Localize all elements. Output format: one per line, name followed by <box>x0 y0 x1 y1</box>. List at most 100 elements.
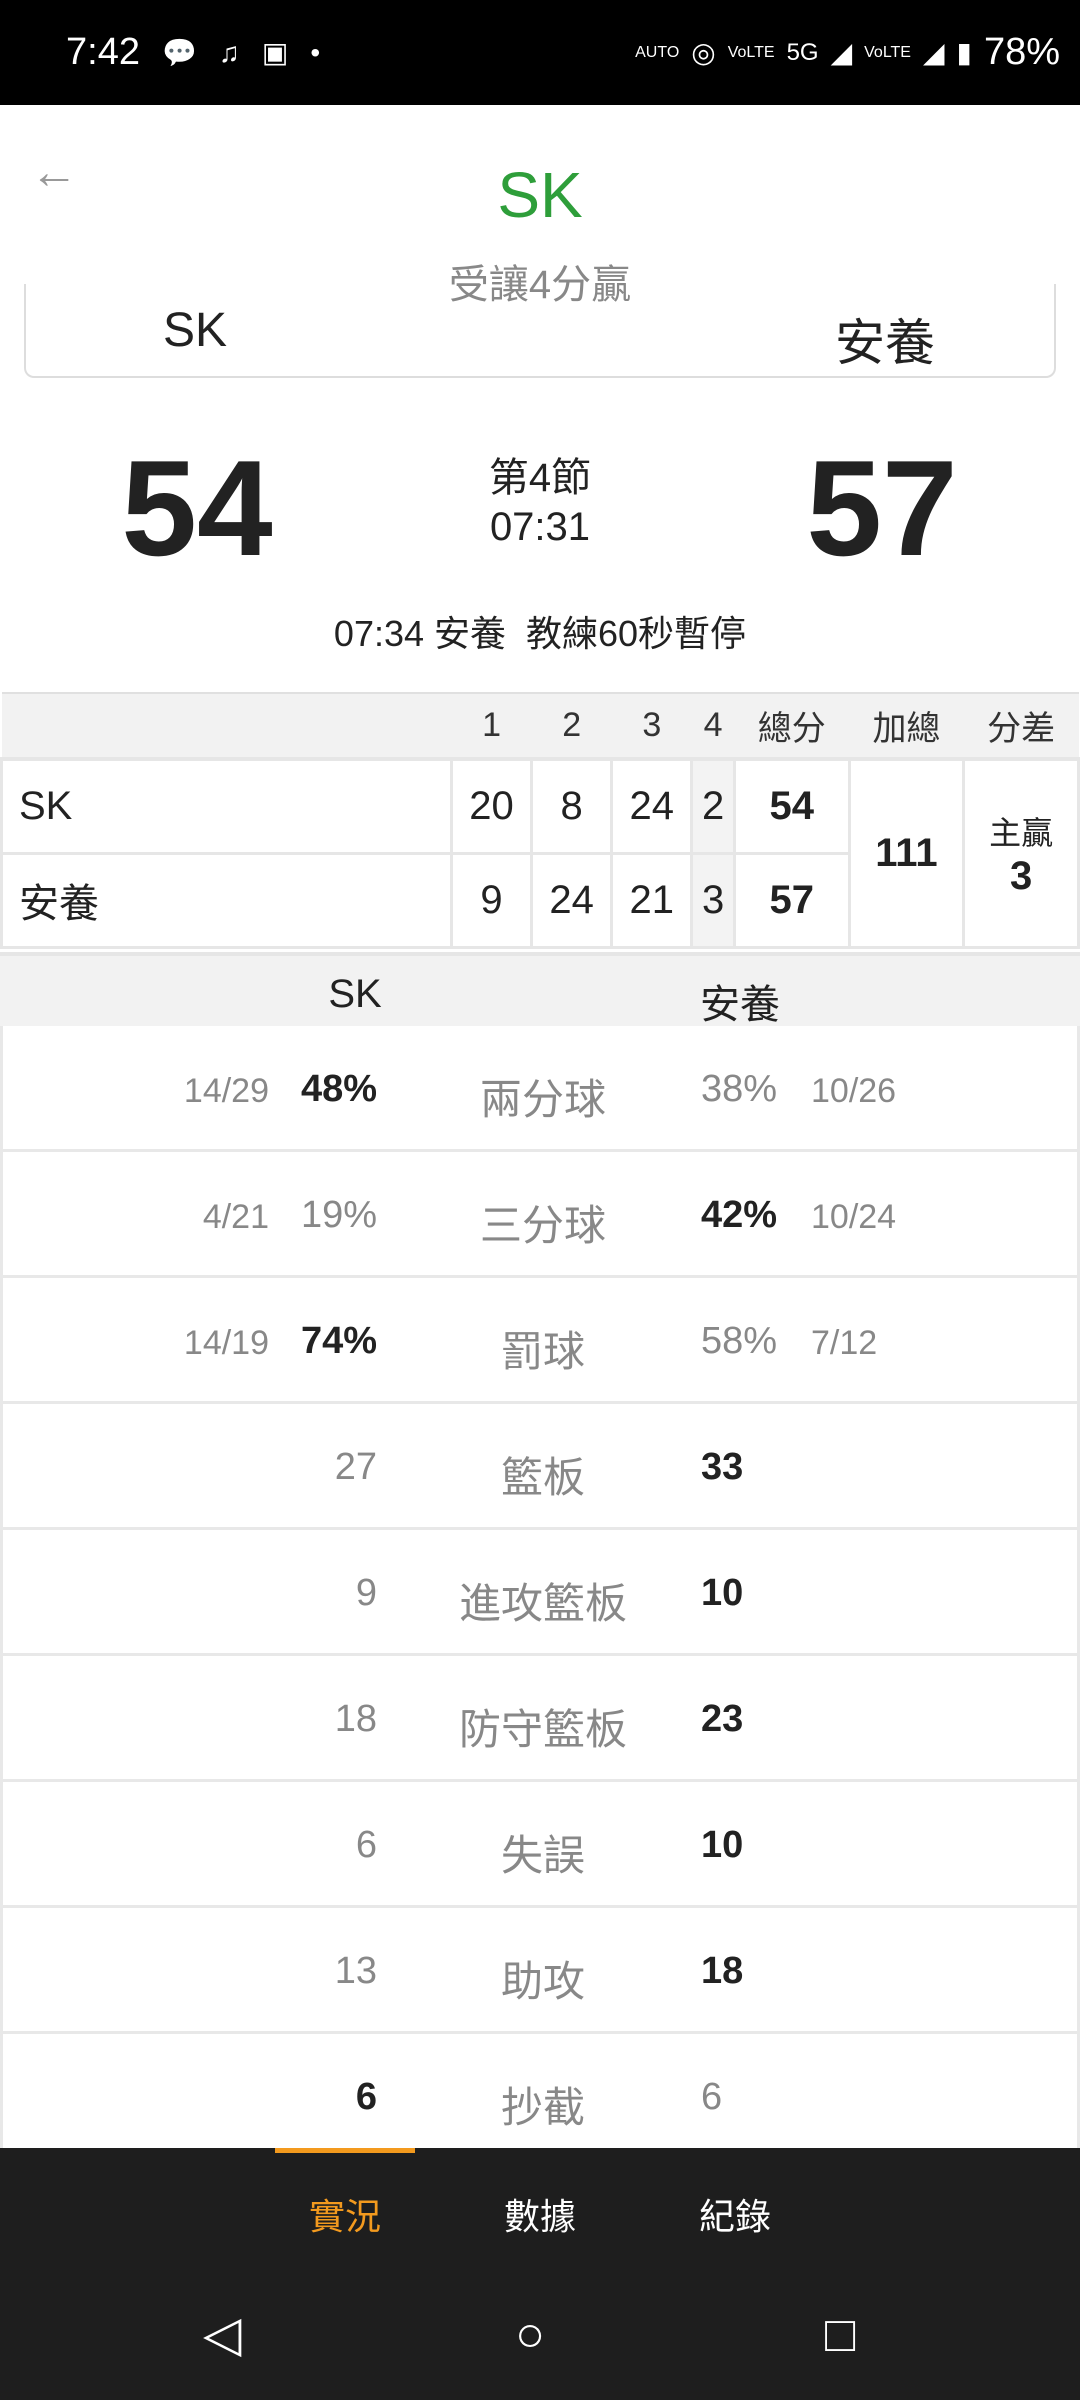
battery-level: 78% <box>983 31 1060 73</box>
stat-row: 6 失誤 10 <box>0 1782 1080 1908</box>
game-clock: 07:31 <box>489 505 591 549</box>
home-value: 48% <box>300 1068 377 1110</box>
home-value: 6 <box>355 1824 377 1866</box>
away-value: 6 <box>701 2076 723 2118</box>
signal1-icon: ◢ <box>830 36 853 68</box>
home-value: 27 <box>334 1446 377 1488</box>
table-row: SK 20 8 24 2 54 111 主贏 3 <box>0 757 1080 949</box>
away-score: 57 <box>806 432 958 584</box>
stat-label: 防守籃板 <box>458 1706 627 1753</box>
stat-label: 籃板 <box>500 1454 585 1501</box>
stat-row: 9 進攻籃板 10 <box>0 1530 1080 1656</box>
android-nav-bar: ◁ ○ □ <box>0 2270 1080 2400</box>
header-cell: 4 <box>691 692 735 761</box>
diff-cell: 主贏 3 <box>962 757 1080 949</box>
nav-recents-icon[interactable]: □ <box>825 2306 856 2362</box>
stats-home-team: SK <box>328 972 382 1016</box>
page-title: SK <box>497 159 583 231</box>
battery-icon: ▮ <box>956 36 972 68</box>
bottom-tab-bar: 實況 數據 紀錄 <box>0 2148 1080 2270</box>
header-cell <box>1 692 452 761</box>
status-left: 7:42 💬 ♫ ▣ • <box>66 0 320 105</box>
tab-stats[interactable]: 數據 <box>503 2196 576 2237</box>
stat-row: 4/21 19% 三分球 42% 10/24 <box>0 1152 1080 1278</box>
tab-records[interactable]: 紀錄 <box>698 2196 771 2237</box>
quarter-cell: 20 <box>449 757 534 855</box>
quarter-cell: 9 <box>449 851 534 949</box>
team-cell: SK <box>0 757 453 855</box>
total-cell: 54 <box>732 757 851 855</box>
header-cell: 2 <box>531 692 612 761</box>
stat-row: 27 籃板 33 <box>0 1404 1080 1530</box>
home-fraction: 14/29 <box>183 1072 269 1110</box>
quarter-cell: 24 <box>530 851 614 949</box>
active-tab-indicator <box>275 2148 415 2153</box>
line-icon: 💬 <box>161 36 197 68</box>
home-fraction: 4/21 <box>202 1198 269 1236</box>
away-value: 18 <box>701 1950 744 1992</box>
stat-label: 兩分球 <box>479 1076 606 1123</box>
status-right: AUTO ◎ VoLTE 5G ◢ VoLTE ◢ ▮ 78% <box>635 0 1060 105</box>
dot-icon: • <box>310 36 321 68</box>
quarter-cell: 21 <box>610 851 694 949</box>
stat-row: 13 助攻 18 <box>0 1908 1080 2034</box>
stat-label: 失誤 <box>500 1832 585 1879</box>
diff-value: 3 <box>1010 853 1033 898</box>
back-arrow-icon[interactable]: ← <box>30 146 78 199</box>
header-cell: 1 <box>451 692 532 761</box>
header-cell: 總分 <box>734 692 850 761</box>
stat-label: 抄截 <box>500 2084 585 2131</box>
quarter-cell: 8 <box>530 757 614 855</box>
sum-cell: 111 <box>847 757 966 949</box>
header-cell: 3 <box>611 692 692 761</box>
away-value: 10 <box>701 1572 744 1614</box>
app-icon: ▣ <box>261 36 289 68</box>
away-value: 42% <box>701 1194 778 1236</box>
table-row: 安養 9 24 21 3 57 <box>0 851 1079 949</box>
home-value: 9 <box>355 1572 377 1614</box>
status-time: 7:42 <box>66 31 140 73</box>
team-cell: 安養 <box>0 851 453 949</box>
away-fraction: 10/26 <box>811 1072 897 1110</box>
nav-back-icon[interactable]: ◁ <box>203 2306 242 2362</box>
diff-label: 主贏 <box>989 814 1054 851</box>
home-value: 13 <box>334 1950 377 1992</box>
stats-header: SK 安養 <box>0 952 1080 1027</box>
volte2-icon: VoLTE <box>864 43 911 61</box>
home-team-name: SK <box>162 304 228 357</box>
away-value: 23 <box>701 1698 744 1740</box>
team-banner <box>24 284 1056 378</box>
header-cell: 加總 <box>849 692 964 761</box>
wifi6-icon: ◎ <box>691 36 716 68</box>
latest-event: 07:34 安養 教練60秒暫停 <box>333 613 747 654</box>
stat-label: 三分球 <box>479 1202 606 1249</box>
stat-row: 18 防守籃板 23 <box>0 1656 1080 1782</box>
away-value: 38% <box>701 1068 778 1110</box>
quarter-cell: 3 <box>690 851 736 949</box>
away-fraction: 7/12 <box>811 1324 878 1362</box>
period: 第4節 <box>488 456 592 500</box>
total-cell: 57 <box>732 851 851 949</box>
stat-label: 罰球 <box>500 1328 585 1375</box>
home-value: 18 <box>334 1698 377 1740</box>
stat-label: 助攻 <box>500 1958 585 2005</box>
stat-label: 進攻籃板 <box>458 1580 627 1627</box>
home-value: 74% <box>300 1320 377 1362</box>
away-value: 10 <box>701 1824 744 1866</box>
away-team-name: 安養 <box>835 315 935 371</box>
away-value: 58% <box>701 1320 778 1362</box>
quarter-cell: 24 <box>610 757 694 855</box>
stat-row: 14/19 74% 罰球 58% 7/12 <box>0 1278 1080 1404</box>
away-fraction: 10/24 <box>811 1198 897 1236</box>
home-fraction: 14/19 <box>183 1324 269 1362</box>
stat-row: 6 抄截 6 <box>0 2034 1080 2160</box>
home-value: 6 <box>355 2076 377 2118</box>
music-icon: ♫ <box>218 36 240 68</box>
home-score: 54 <box>121 432 273 584</box>
tab-live[interactable]: 實況 <box>308 2196 381 2237</box>
header-cell: 分差 <box>963 692 1079 761</box>
nav-home-icon[interactable]: ○ <box>515 2306 546 2362</box>
home-value: 19% <box>300 1194 377 1236</box>
handicap-text: 受讓4分贏 <box>448 263 632 307</box>
box-header: 1 2 3 4 總分 加總 分差 <box>1 692 1079 761</box>
